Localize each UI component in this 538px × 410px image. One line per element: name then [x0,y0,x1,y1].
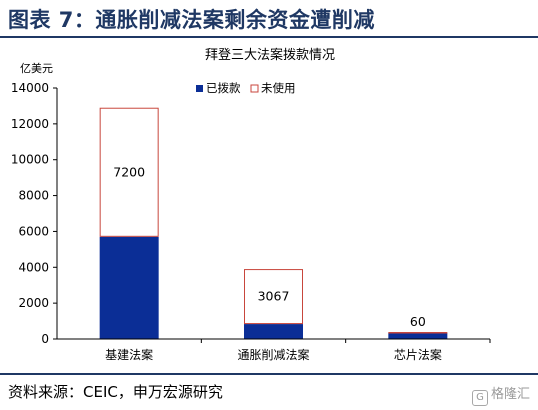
chart-title: 拜登三大法案拨款情况 [205,48,335,63]
bar-segment-unused [388,332,448,334]
watermark: G 格隆汇 [471,383,530,406]
bar-segment-allocated [388,333,448,339]
bars: 7200 3067 60 [99,107,448,339]
watermark-text: 格隆汇 [490,387,530,402]
y-tick-label: 0 [41,332,49,346]
bar-segment-unused [244,269,303,325]
y-tick-label: 14000 [11,81,49,95]
x-category-label: 芯片法案 [394,347,442,362]
source-note: 资料来源：CEIC，申万宏源研究 [8,383,223,401]
legend-swatch-allocated [196,85,203,92]
y-tick-label: 8000 [18,189,49,203]
data-label: 3067 [258,289,290,304]
legend-label-unused: 未使用 [261,81,296,95]
legend-swatch-unused [250,84,259,93]
data-label: 7200 [113,164,145,179]
y-tick-label: 10000 [11,153,49,167]
watermark-logo-icon: G [471,390,488,406]
title-divider [0,36,538,38]
x-axis: 基建法案 通胀削减法案 芯片法案 [57,338,491,362]
footer-divider [0,373,538,375]
y-unit-label: 亿美元 [20,62,53,75]
y-tick-label: 2000 [18,296,49,310]
figure-title: 图表 7：通胀削减法案剩余资金遭削减 [8,8,375,32]
y-tick-label: 6000 [18,224,49,238]
y-axis: 0 2000 4000 6000 8000 10000 12000 14000 [11,81,58,346]
x-category-label: 基建法案 [105,347,153,362]
bar-segment-allocated [244,324,303,339]
bar-segment-allocated [99,236,159,339]
x-category-label: 通胀削减法案 [237,347,309,362]
data-label: 60 [410,314,426,329]
legend-label-allocated: 已拨款 [206,81,241,95]
legend: 已拨款 未使用 [196,81,296,95]
y-tick-label: 4000 [18,260,49,274]
bar-segment-unused [99,107,159,237]
y-tick-label: 12000 [11,117,49,131]
